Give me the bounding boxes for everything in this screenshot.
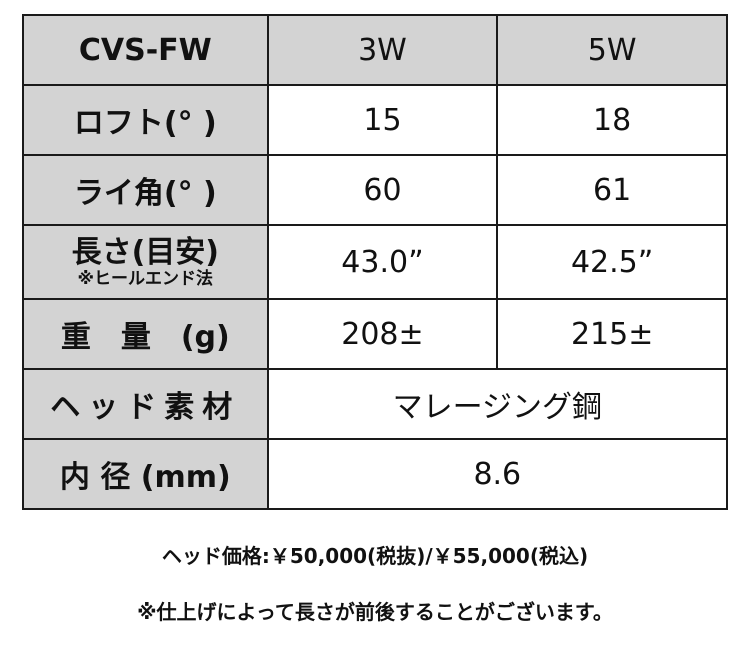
cell-5w: 215± bbox=[496, 298, 728, 370]
row-label-cell: 長さ(目安) ※ヒールエンド法 bbox=[22, 224, 269, 300]
row-label: ヘッド素材 bbox=[22, 368, 269, 440]
spec-table: CVS-FW 3W 5W ロフト(° ) 15 18 ライ角(° ) 60 61… bbox=[22, 14, 729, 510]
row-label: ライ角(° ) bbox=[22, 154, 269, 226]
table-row-lie: ライ角(° ) 60 61 bbox=[22, 154, 728, 226]
table-header-row: CVS-FW 3W 5W bbox=[22, 14, 728, 86]
header-model: CVS-FW bbox=[22, 14, 269, 86]
header-5w: 5W bbox=[496, 14, 728, 86]
cell-5w: 61 bbox=[496, 154, 728, 226]
table-row-inner-diameter: 内 径 (mm) 8.6 bbox=[22, 438, 729, 510]
header-3w: 3W bbox=[266, 14, 499, 86]
cell-material: マレージング鋼 bbox=[266, 368, 729, 440]
row-sublabel: ※ヒールエンド法 bbox=[77, 269, 214, 289]
table-row-loft: ロフト(° ) 15 18 bbox=[22, 84, 728, 156]
row-label: 長さ(目安) bbox=[71, 235, 220, 270]
disclaimer-note: ※仕上げによって長さが前後することがございます。 bbox=[137, 600, 613, 624]
price-note: ヘッド価格:￥50,000(税抜)/￥55,000(税込) bbox=[161, 544, 589, 568]
cell-3w: 15 bbox=[266, 84, 499, 156]
cell-inner-diameter: 8.6 bbox=[266, 438, 729, 510]
cell-3w: 60 bbox=[266, 154, 499, 226]
cell-5w: 18 bbox=[496, 84, 728, 156]
row-label: ロフト(° ) bbox=[22, 84, 269, 156]
cell-5w: 42.5” bbox=[496, 224, 728, 300]
table-row-material: ヘッド素材 マレージング鋼 bbox=[22, 368, 729, 440]
cell-3w: 208± bbox=[266, 298, 499, 370]
table-row-weight: 重 量 (g) 208± 215± bbox=[22, 298, 728, 370]
table-row-length: 長さ(目安) ※ヒールエンド法 43.0” 42.5” bbox=[22, 224, 728, 300]
cell-3w: 43.0” bbox=[266, 224, 499, 300]
row-label: 重 量 (g) bbox=[22, 298, 269, 370]
row-label: 内 径 (mm) bbox=[22, 438, 269, 510]
